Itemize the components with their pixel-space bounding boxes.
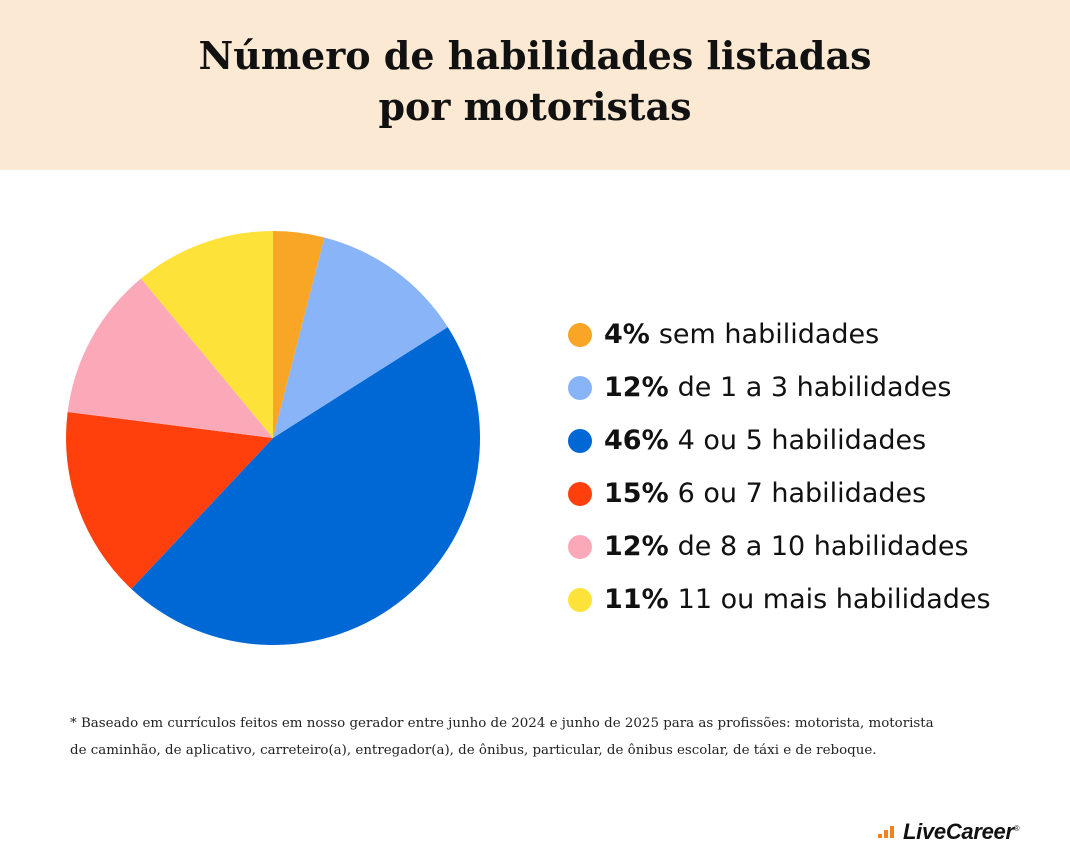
legend-item: 46% 4 ou 5 habilidades <box>568 414 991 467</box>
legend-label: 4 ou 5 habilidades <box>677 425 927 456</box>
chart-legend: 4% sem habilidades 12% de 1 a 3 habilida… <box>568 308 991 626</box>
legend-swatch <box>568 375 592 400</box>
livecareer-logo-icon <box>878 826 894 838</box>
chart-title: Número de habilidades listadas por motor… <box>0 30 1070 132</box>
legend-item: 4% sem habilidades <box>568 308 991 361</box>
legend-label: sem habilidades <box>658 319 880 350</box>
legend-item: 12% de 1 a 3 habilidades <box>568 361 991 414</box>
registered-mark: ® <box>1013 824 1020 833</box>
footnote-line-1: * Baseado em currículos feitos em nosso … <box>70 716 934 731</box>
livecareer-logo: LiveCareer ® <box>878 818 1020 846</box>
chart-title-line-1: Número de habilidades listadas <box>198 33 872 78</box>
legend-item: 12% de 8 a 10 habilidades <box>568 520 991 573</box>
pie-slice-2 <box>273 237 448 438</box>
brand-name: LiveCareer <box>903 819 1014 844</box>
legend-percent: 46% <box>604 425 669 456</box>
pie-slice-6 <box>141 231 273 438</box>
legend-label: de 8 a 10 habilidades <box>677 531 969 562</box>
pie-slice-5 <box>67 278 273 438</box>
legend-swatch <box>568 322 592 347</box>
legend-swatch <box>568 534 592 559</box>
legend-percent: 15% <box>604 478 669 509</box>
pie-slice-1 <box>273 231 325 438</box>
title-banner: Número de habilidades listadas por motor… <box>0 0 1070 170</box>
legend-percent: 12% <box>604 372 669 403</box>
legend-percent: 4% <box>604 319 650 350</box>
pie-chart <box>65 231 481 646</box>
pie-slice-3 <box>131 327 481 646</box>
pie-slice-4 <box>65 412 273 589</box>
legend-item: 15% 6 ou 7 habilidades <box>568 467 991 520</box>
legend-swatch <box>568 587 592 612</box>
chart-title-line-2: por motoristas <box>378 84 692 129</box>
legend-label: de 1 a 3 habilidades <box>677 372 952 403</box>
legend-item: 11% 11 ou mais habilidades <box>568 573 991 626</box>
footnote: * Baseado em currículos feitos em nosso … <box>70 710 1020 764</box>
legend-label: 6 ou 7 habilidades <box>677 478 927 509</box>
legend-swatch <box>568 481 592 506</box>
legend-label: 11 ou mais habilidades <box>677 584 991 615</box>
legend-percent: 11% <box>604 584 669 615</box>
legend-swatch <box>568 428 592 453</box>
footnote-line-2: de caminhão, de aplicativo, carreteiro(a… <box>70 743 877 758</box>
legend-percent: 12% <box>604 531 669 562</box>
